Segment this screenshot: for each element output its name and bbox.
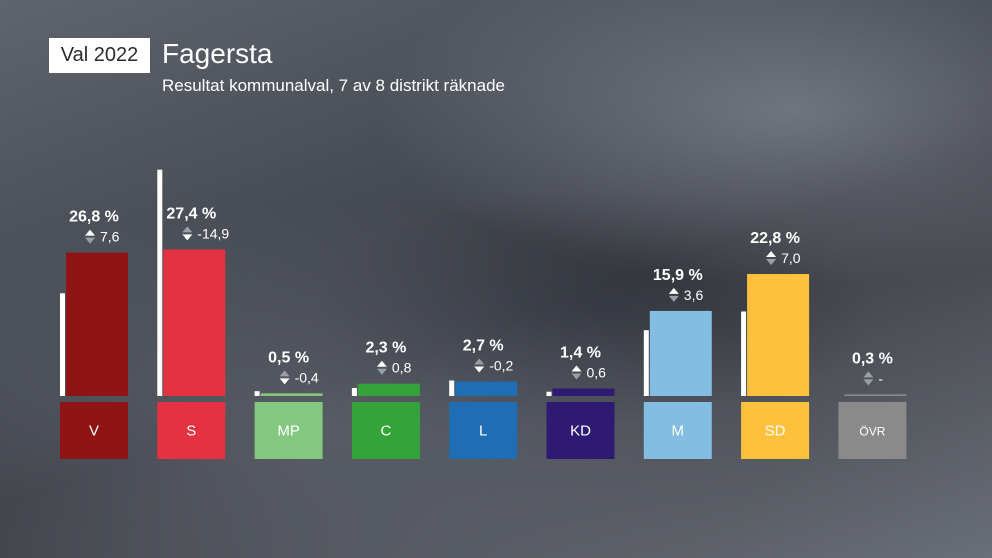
change-down-arrow-icon xyxy=(85,237,95,244)
election-badge: Val 2022 xyxy=(49,38,150,73)
change-down-arrow-icon xyxy=(766,259,777,266)
bar-c xyxy=(357,383,420,396)
change-down-arrow-icon xyxy=(668,295,679,302)
change-down-arrow-icon xyxy=(376,368,387,375)
value-label-s: 27,4 % xyxy=(166,205,216,222)
value-label-kd: 1,4 % xyxy=(560,345,601,362)
change-label-mp: -0,4 xyxy=(295,369,319,385)
bar-kd xyxy=(552,388,615,396)
change-label-l: -0,2 xyxy=(489,358,513,374)
party-label-sd: SD xyxy=(765,423,786,440)
change-up-arrow-icon xyxy=(85,229,95,236)
previous-bar-mp xyxy=(254,391,260,396)
change-down-arrow-icon xyxy=(863,379,874,386)
change-down-arrow-icon xyxy=(571,373,582,380)
change-up-arrow-icon xyxy=(182,226,193,233)
value-label-sd: 22,8 % xyxy=(750,230,800,247)
party-label-c: C xyxy=(380,423,391,440)
previous-bar-m xyxy=(643,330,649,396)
party-box-s xyxy=(157,402,226,459)
change-up-arrow-icon xyxy=(474,358,485,365)
value-label-v: 26,8 % xyxy=(69,209,119,226)
previous-bar-v xyxy=(60,293,65,396)
party-label-kd: KD xyxy=(570,423,591,440)
change-label-ovr: - xyxy=(878,370,883,386)
party-label-v: V xyxy=(89,423,99,440)
change-label-c: 0,8 xyxy=(392,360,412,376)
party-box-mp xyxy=(254,402,323,459)
change-label-m: 3,6 xyxy=(684,287,704,303)
change-down-arrow-icon xyxy=(279,378,290,385)
party-box-v xyxy=(60,402,128,459)
bar-mp xyxy=(260,393,323,396)
bar-v xyxy=(66,252,128,396)
change-down-arrow-icon xyxy=(474,366,485,373)
change-up-arrow-icon xyxy=(766,251,777,258)
party-box-l xyxy=(449,402,518,459)
bar-ovr xyxy=(844,394,907,396)
change-label-v: 7,6 xyxy=(100,229,120,245)
change-up-arrow-icon xyxy=(668,287,679,294)
bar-m xyxy=(649,310,712,396)
change-label-kd: 0,6 xyxy=(587,365,607,381)
bar-sd xyxy=(747,274,810,396)
bar-s xyxy=(163,249,226,396)
change-up-arrow-icon xyxy=(279,370,290,377)
party-label-mp: MP xyxy=(277,423,300,440)
party-label-m: M xyxy=(672,423,685,440)
previous-bar-s xyxy=(157,169,163,396)
previous-bar-sd xyxy=(741,311,747,396)
party-box-kd xyxy=(546,402,615,459)
previous-bar-l xyxy=(449,380,455,396)
value-label-l: 2,7 % xyxy=(463,338,504,355)
change-up-arrow-icon xyxy=(863,371,874,378)
party-box-ovr xyxy=(838,402,907,459)
bar-l xyxy=(455,381,518,396)
change-down-arrow-icon xyxy=(182,234,193,241)
party-box-sd xyxy=(741,402,810,459)
previous-bar-c xyxy=(351,387,357,396)
change-label-s: -14,9 xyxy=(197,225,229,241)
value-label-ovr: 0,3 % xyxy=(852,350,893,367)
party-box-c xyxy=(351,402,420,459)
party-box-m xyxy=(643,402,712,459)
change-label-sd: 7,0 xyxy=(781,250,801,266)
party-label-l: L xyxy=(479,423,487,440)
change-up-arrow-icon xyxy=(571,365,582,372)
value-label-c: 2,3 % xyxy=(365,340,406,357)
value-label-m: 15,9 % xyxy=(653,267,703,284)
previous-bar-kd xyxy=(546,391,552,396)
value-label-mp: 0,5 % xyxy=(268,349,309,366)
page-title: Fagersta xyxy=(162,38,273,69)
party-label-s: S xyxy=(186,423,196,440)
change-up-arrow-icon xyxy=(376,360,387,367)
party-label-ovr: ÖVR xyxy=(859,425,885,439)
page-subtitle: Resultat kommunalval, 7 av 8 distrikt rä… xyxy=(162,76,505,95)
